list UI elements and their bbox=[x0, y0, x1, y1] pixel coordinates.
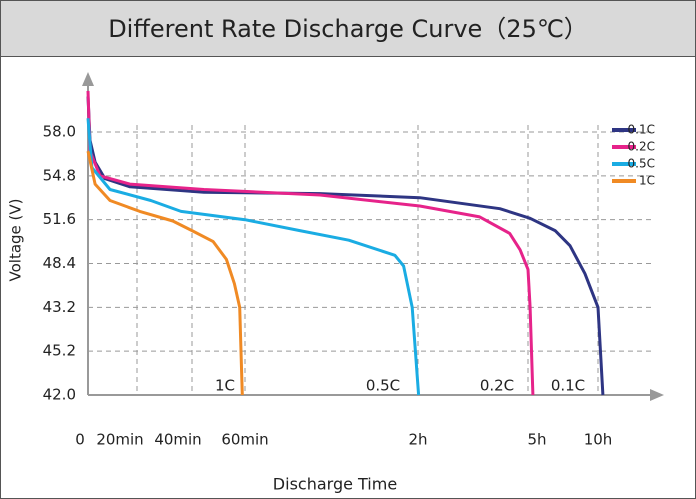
legend-label: 0.2C bbox=[628, 140, 655, 154]
x-arrow bbox=[650, 389, 664, 401]
x-tick-label: 2h bbox=[408, 431, 427, 449]
series-line bbox=[86, 150, 244, 396]
series-line bbox=[86, 96, 605, 396]
y-tick-label: 54.8 bbox=[43, 166, 76, 184]
annotation: 0.2C bbox=[480, 377, 514, 395]
y-tick-label: 43.2 bbox=[43, 298, 76, 316]
y-tick-label: 51.6 bbox=[43, 210, 76, 228]
x-tick-label: 60min bbox=[221, 431, 268, 449]
chart-title: Different Rate Discharge Curve（25℃） bbox=[108, 15, 588, 43]
y-arrow bbox=[82, 72, 94, 86]
annotation: 1C bbox=[215, 377, 235, 395]
x-tick-label: 10h bbox=[584, 431, 613, 449]
y-tick-label: 48.4 bbox=[43, 254, 76, 272]
legend-label: 0.1C bbox=[628, 123, 655, 137]
x-tick-label: 5h bbox=[527, 431, 546, 449]
y-tick-label: 58.0 bbox=[43, 123, 76, 141]
annotation: 0.5C bbox=[366, 377, 400, 395]
title-band bbox=[0, 0, 696, 57]
y-axis-title: Voltage (V) bbox=[7, 199, 25, 282]
x-tick-label: 0 bbox=[75, 431, 85, 449]
series-line bbox=[86, 118, 421, 396]
x-tick-label: 40min bbox=[154, 431, 201, 449]
y-tick-label: 42.0 bbox=[43, 386, 76, 404]
legend-label: 0.5C bbox=[628, 157, 655, 171]
annotation: 0.1C bbox=[551, 377, 585, 395]
x-tick-label: 20min bbox=[96, 431, 143, 449]
x-axis-title: Discharge Time bbox=[273, 475, 397, 494]
legend-label: 1C bbox=[639, 174, 655, 188]
y-tick-label: 45.2 bbox=[43, 342, 76, 360]
